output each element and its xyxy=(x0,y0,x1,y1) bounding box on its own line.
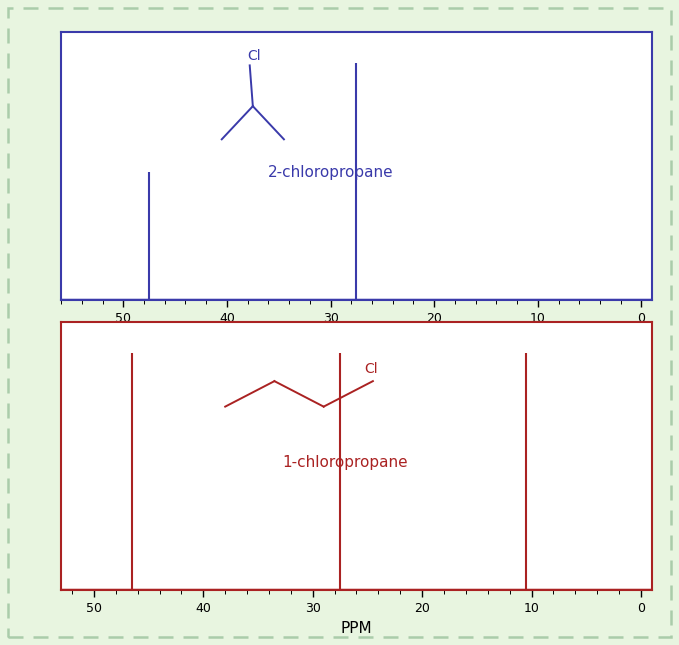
X-axis label: PPM: PPM xyxy=(341,330,372,345)
Text: 2-chloropropane: 2-chloropropane xyxy=(268,165,393,180)
X-axis label: PPM: PPM xyxy=(341,620,372,635)
Text: Cl: Cl xyxy=(365,362,378,376)
Text: 1-chloropropane: 1-chloropropane xyxy=(282,455,408,470)
Text: Cl: Cl xyxy=(248,49,261,63)
